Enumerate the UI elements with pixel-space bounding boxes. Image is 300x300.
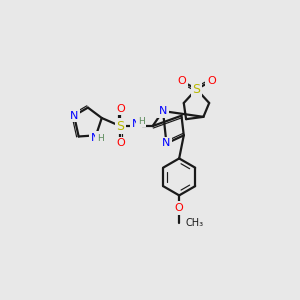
Text: N: N <box>91 133 99 143</box>
Text: O: O <box>175 203 184 213</box>
Text: N: N <box>131 119 140 129</box>
Text: O: O <box>116 138 124 148</box>
Text: CH₃: CH₃ <box>186 218 204 228</box>
Text: N: N <box>70 111 78 121</box>
Text: S: S <box>193 82 200 96</box>
Text: N: N <box>159 106 167 116</box>
Text: O: O <box>177 76 186 86</box>
Text: N: N <box>162 138 171 148</box>
Text: S: S <box>116 120 124 133</box>
Text: H: H <box>97 134 104 142</box>
Text: O: O <box>116 104 124 114</box>
Text: O: O <box>207 76 216 86</box>
Text: H: H <box>138 116 144 125</box>
